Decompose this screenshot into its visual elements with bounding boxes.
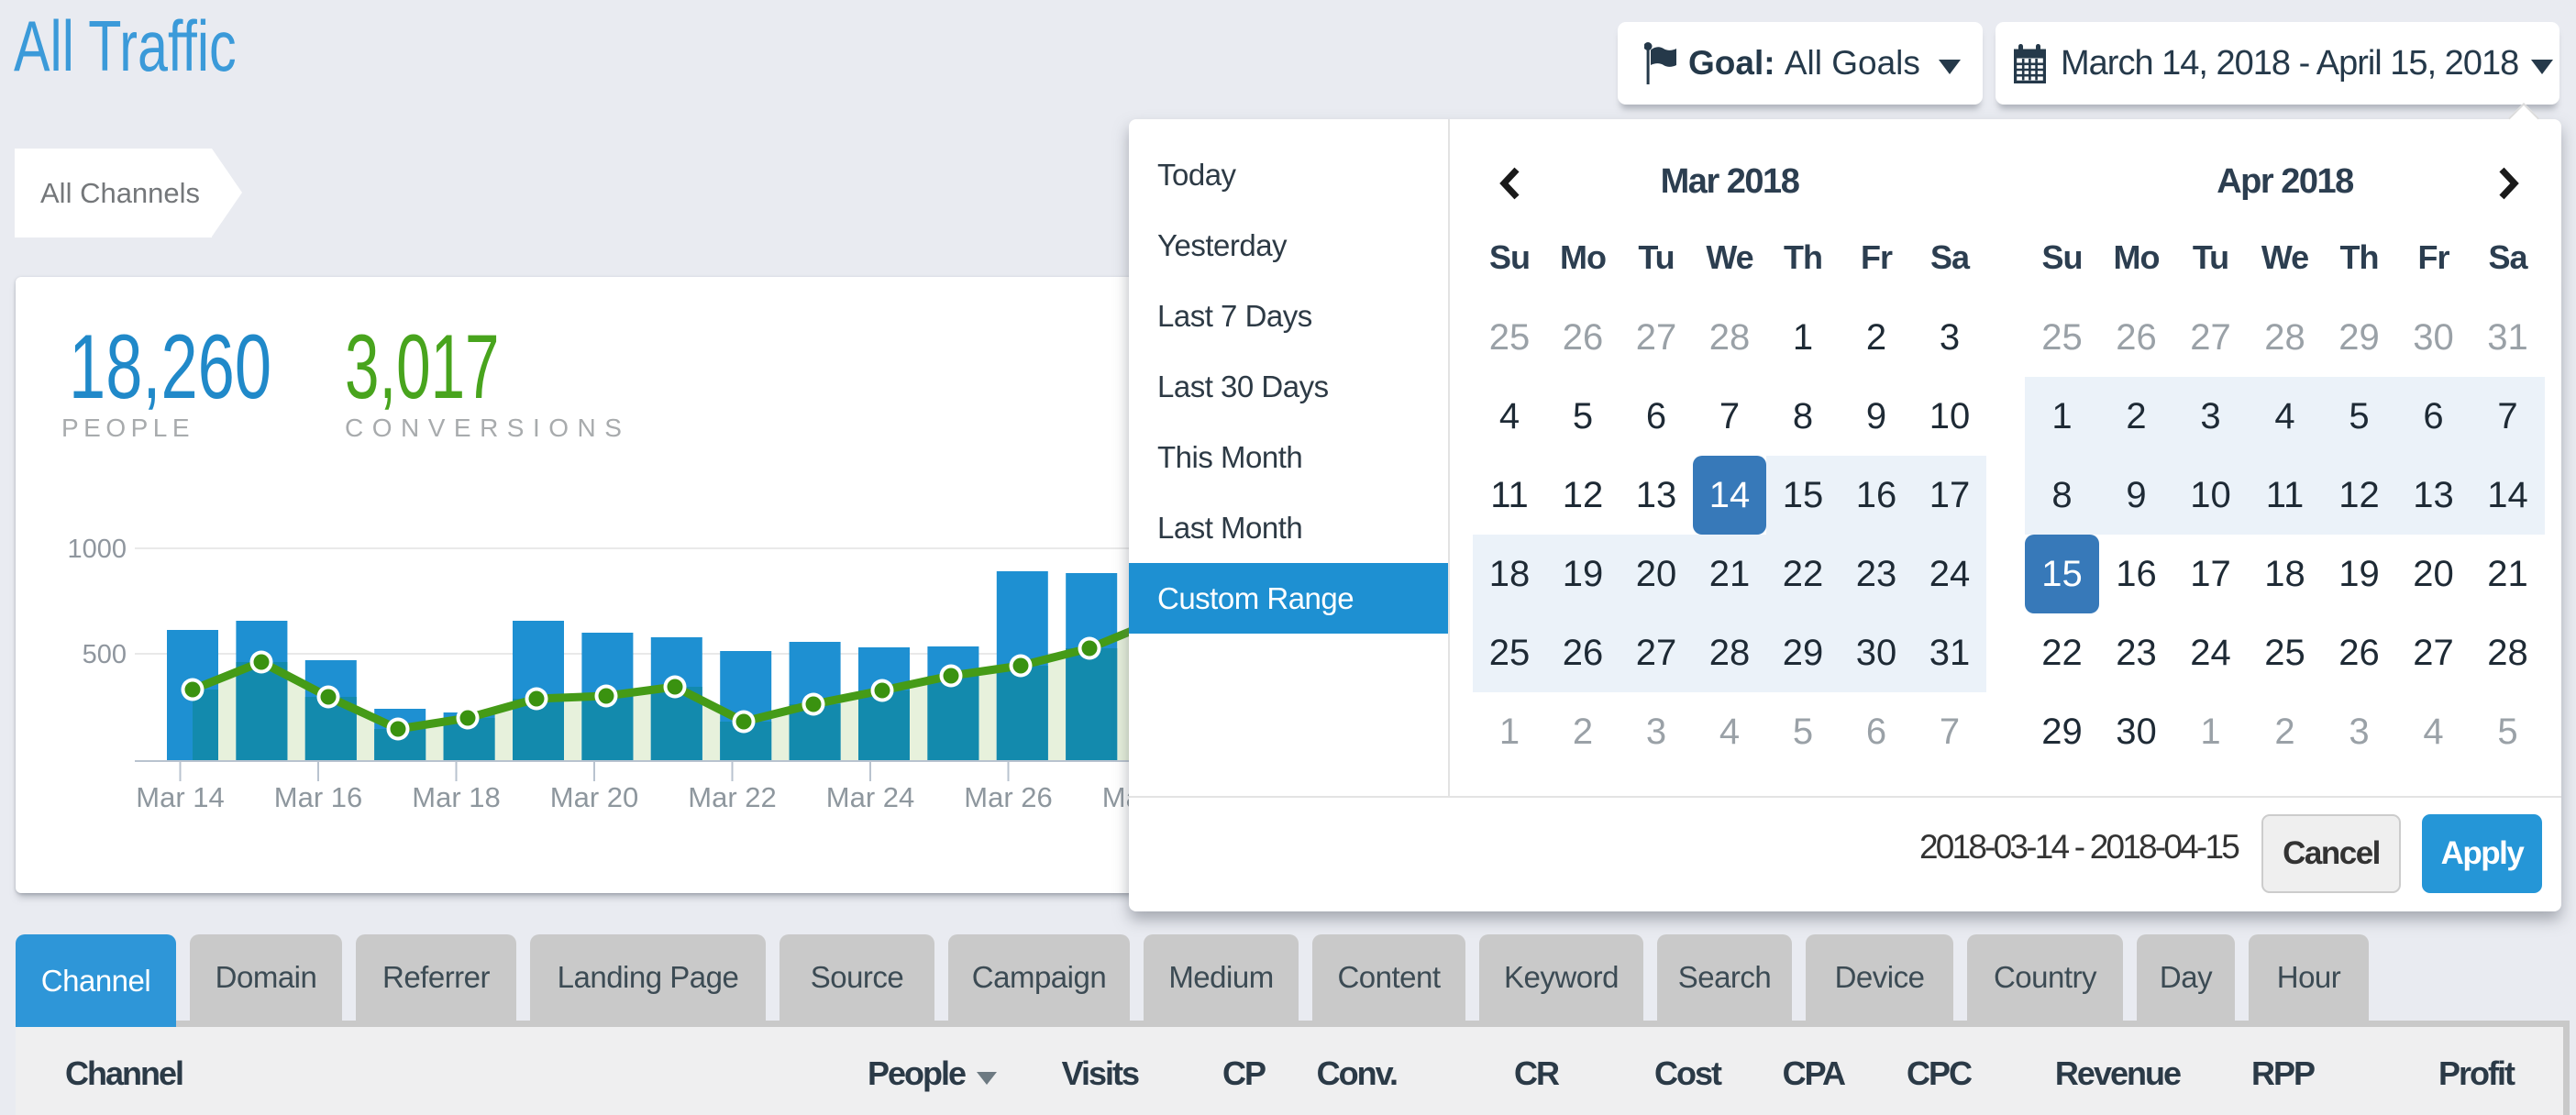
svg-text:Mar 26: Mar 26 — [964, 781, 1052, 813]
svg-text:1000: 1000 — [67, 535, 127, 564]
svg-text:Mar 20: Mar 20 — [550, 781, 638, 813]
svg-text:Mar 24: Mar 24 — [826, 781, 914, 813]
svg-text:Mar 16: Mar 16 — [274, 781, 362, 813]
svg-text:Mar 22: Mar 22 — [688, 781, 776, 813]
svg-text:Mar 14: Mar 14 — [136, 781, 224, 813]
svg-text:Mar 18: Mar 18 — [412, 781, 500, 813]
svg-text:500: 500 — [83, 640, 127, 669]
